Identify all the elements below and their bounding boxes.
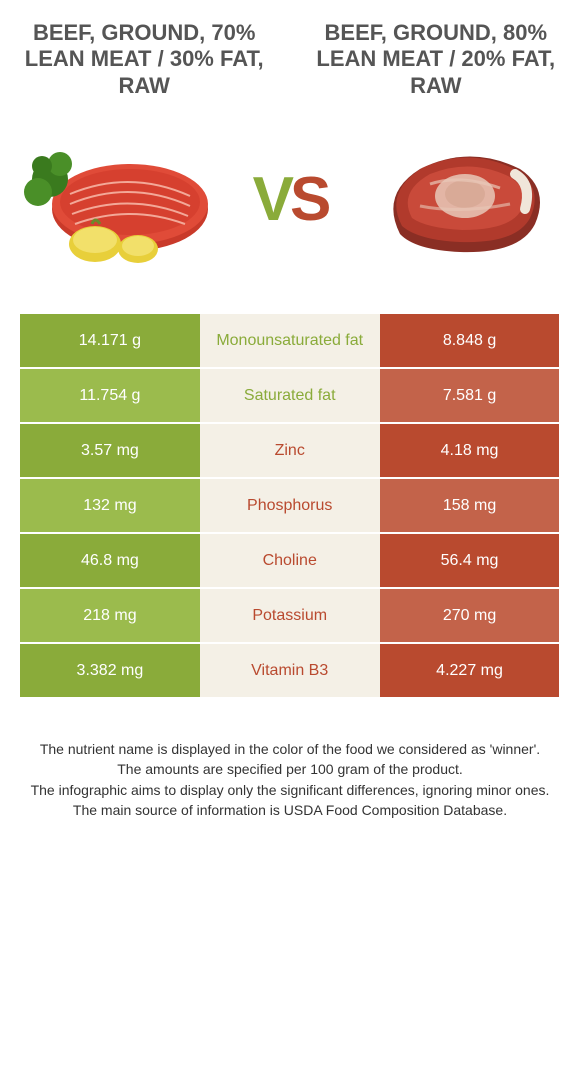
vs-label: VS bbox=[253, 164, 328, 235]
nutrient-table: 14.171 gMonounsaturated fat8.848 g11.754… bbox=[20, 314, 560, 699]
footer-line-3: The infographic aims to display only the… bbox=[24, 780, 556, 800]
vs-v: V bbox=[253, 165, 290, 234]
nutrient-left-value: 132 mg bbox=[20, 479, 200, 532]
left-food-title: BEEF, GROUND, 70% LEAN MEAT / 30% FAT, R… bbox=[20, 20, 268, 99]
right-food-image bbox=[360, 124, 560, 274]
nutrient-label: Vitamin B3 bbox=[200, 644, 380, 697]
nutrient-right-value: 4.18 mg bbox=[380, 424, 560, 477]
footer-notes: The nutrient name is displayed in the co… bbox=[20, 739, 560, 820]
nutrient-label: Phosphorus bbox=[200, 479, 380, 532]
nutrient-right-value: 158 mg bbox=[380, 479, 560, 532]
nutrient-label: Monounsaturated fat bbox=[200, 314, 380, 367]
vs-s: S bbox=[290, 165, 327, 234]
table-row: 3.57 mgZinc4.18 mg bbox=[20, 424, 560, 479]
nutrient-right-value: 8.848 g bbox=[380, 314, 560, 367]
footer-line-1: The nutrient name is displayed in the co… bbox=[24, 739, 556, 759]
nutrient-left-value: 218 mg bbox=[20, 589, 200, 642]
nutrient-label: Choline bbox=[200, 534, 380, 587]
nutrient-left-value: 11.754 g bbox=[20, 369, 200, 422]
right-food-title: BEEF, GROUND, 80% LEAN MEAT / 20% FAT, R… bbox=[312, 20, 560, 99]
nutrient-left-value: 14.171 g bbox=[20, 314, 200, 367]
nutrient-left-value: 3.382 mg bbox=[20, 644, 200, 697]
titles-row: BEEF, GROUND, 70% LEAN MEAT / 30% FAT, R… bbox=[20, 20, 560, 99]
footer-line-2: The amounts are specified per 100 gram o… bbox=[24, 759, 556, 779]
left-food-image bbox=[20, 124, 220, 274]
table-row: 46.8 mgCholine56.4 mg bbox=[20, 534, 560, 589]
nutrient-right-value: 56.4 mg bbox=[380, 534, 560, 587]
nutrient-right-value: 4.227 mg bbox=[380, 644, 560, 697]
hero-row: VS bbox=[20, 114, 560, 284]
table-row: 218 mgPotassium270 mg bbox=[20, 589, 560, 644]
table-row: 3.382 mgVitamin B34.227 mg bbox=[20, 644, 560, 699]
nutrient-left-value: 46.8 mg bbox=[20, 534, 200, 587]
table-row: 14.171 gMonounsaturated fat8.848 g bbox=[20, 314, 560, 369]
table-row: 11.754 gSaturated fat7.581 g bbox=[20, 369, 560, 424]
table-row: 132 mgPhosphorus158 mg bbox=[20, 479, 560, 534]
nutrient-label: Saturated fat bbox=[200, 369, 380, 422]
nutrient-label: Zinc bbox=[200, 424, 380, 477]
nutrient-label: Potassium bbox=[200, 589, 380, 642]
nutrient-right-value: 270 mg bbox=[380, 589, 560, 642]
nutrient-left-value: 3.57 mg bbox=[20, 424, 200, 477]
footer-line-4: The main source of information is USDA F… bbox=[24, 800, 556, 820]
nutrient-right-value: 7.581 g bbox=[380, 369, 560, 422]
infographic-container: BEEF, GROUND, 70% LEAN MEAT / 30% FAT, R… bbox=[0, 0, 580, 1084]
